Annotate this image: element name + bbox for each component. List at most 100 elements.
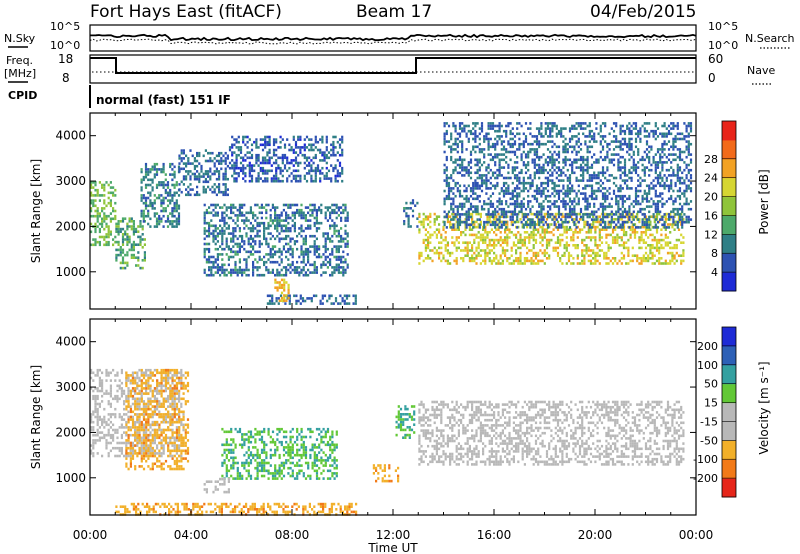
- heatmap-cell: [130, 246, 133, 249]
- heatmap-cell: [260, 211, 263, 215]
- heatmap-cell: [226, 157, 229, 160]
- heatmap-cell: [551, 153, 554, 156]
- heatmap-cell: [606, 213, 609, 216]
- heatmap-cell: [543, 249, 546, 252]
- heatmap-cell: [207, 180, 210, 184]
- heatmap-cell: [513, 220, 517, 224]
- heatmap-cell: [282, 203, 285, 207]
- heatmap-cell: [142, 214, 145, 218]
- heatmap-cell: [659, 161, 662, 164]
- heatmap-cell: [660, 262, 663, 265]
- heatmap-cell: [540, 189, 543, 193]
- heatmap-cell: [433, 246, 436, 250]
- heatmap-cell: [457, 236, 460, 239]
- heatmap-cell: [147, 173, 150, 176]
- heatmap-cell: [235, 166, 238, 170]
- heatmap-cell: [203, 227, 206, 230]
- heatmap-cell: [208, 206, 211, 209]
- heatmap-cell: [233, 151, 236, 154]
- heatmap-cell: [109, 220, 112, 223]
- heatmap-cell: [534, 251, 538, 255]
- heatmap-cell: [562, 166, 565, 169]
- heatmap-cell: [445, 174, 448, 177]
- heatmap-cell: [615, 213, 618, 216]
- heatmap-cell: [469, 158, 473, 162]
- heatmap-cell: [272, 179, 276, 183]
- heatmap-cell: [224, 172, 227, 176]
- heatmap-cell: [639, 207, 642, 211]
- heatmap-cell: [446, 218, 449, 221]
- heatmap-cell: [189, 170, 192, 173]
- heatmap-cell: [498, 124, 501, 128]
- heatmap-cell: [292, 138, 295, 141]
- heatmap-cell: [544, 176, 547, 180]
- heatmap-cell: [498, 202, 501, 206]
- heatmap-cell: [246, 146, 249, 149]
- heatmap-cell: [604, 155, 607, 159]
- heatmap-cell: [637, 210, 640, 214]
- heatmap-cell: [512, 244, 515, 247]
- heatmap-cell: [631, 212, 634, 216]
- heatmap-cell: [308, 169, 311, 173]
- heatmap-cell: [562, 145, 565, 149]
- heatmap-cell: [293, 211, 296, 215]
- heatmap-cell: [507, 140, 510, 143]
- heatmap-cell: [140, 194, 143, 197]
- heatmap-cell: [456, 163, 459, 167]
- heatmap-cell: [521, 223, 524, 226]
- heatmap-cell: [321, 140, 324, 144]
- heatmap-cell: [445, 129, 448, 133]
- heatmap-cell: [557, 192, 561, 195]
- heatmap-cell: [461, 168, 464, 172]
- heatmap-cell: [230, 250, 233, 254]
- heatmap-cell: [173, 201, 176, 205]
- heatmap-cell: [563, 244, 566, 247]
- heatmap-cell: [276, 268, 279, 272]
- heatmap-cell: [458, 155, 462, 159]
- heatmap-cell: [524, 140, 528, 143]
- heatmap-cell: [345, 297, 349, 300]
- heatmap-cell: [625, 246, 628, 250]
- heatmap-cell: [627, 238, 630, 242]
- heatmap-cell: [178, 157, 181, 160]
- heatmap-cell: [533, 148, 536, 151]
- heatmap-cell: [212, 266, 215, 269]
- heatmap-cell: [617, 145, 620, 149]
- heatmap-cell: [337, 214, 340, 217]
- heatmap-cell: [241, 237, 244, 241]
- heatmap-cell: [655, 238, 659, 242]
- heatmap-cell: [153, 214, 156, 218]
- heatmap-cell: [586, 223, 589, 227]
- heatmap-cell: [422, 212, 425, 216]
- heatmap-cell: [155, 183, 159, 187]
- heatmap-cell: [338, 164, 342, 167]
- heatmap-cell: [611, 257, 615, 260]
- heatmap-cell: [528, 238, 531, 242]
- heatmap-cell: [518, 194, 521, 198]
- heatmap-cell: [294, 177, 298, 180]
- heatmap-cell: [601, 202, 605, 206]
- heatmap-cell: [541, 238, 544, 242]
- heatmap-cell: [579, 210, 583, 214]
- heatmap-cell: [650, 163, 653, 167]
- heatmap-cell: [257, 177, 260, 180]
- heatmap-cell: [520, 153, 523, 156]
- heatmap-cell: [461, 127, 464, 130]
- heatmap-cell: [247, 227, 250, 230]
- heatmap-cell: [90, 243, 93, 247]
- freq-panel: Freq. [MHz] 18 8 60 0 Nave: [4, 52, 775, 85]
- heatmap-cell: [107, 191, 110, 195]
- heatmap-cell: [538, 202, 541, 206]
- heatmap-cell: [532, 236, 535, 239]
- heatmap-cell: [141, 259, 144, 262]
- heatmap-cell: [593, 171, 596, 175]
- heatmap-cell: [445, 215, 448, 219]
- heatmap-cell: [562, 197, 565, 201]
- heatmap-cell: [562, 135, 565, 138]
- heatmap-cell: [500, 207, 503, 211]
- heatmap-cell: [665, 168, 668, 172]
- heatmap-cell: [645, 205, 649, 208]
- heatmap-cell: [162, 181, 165, 184]
- heatmap-cell: [566, 150, 569, 154]
- heatmap-cell: [500, 140, 503, 143]
